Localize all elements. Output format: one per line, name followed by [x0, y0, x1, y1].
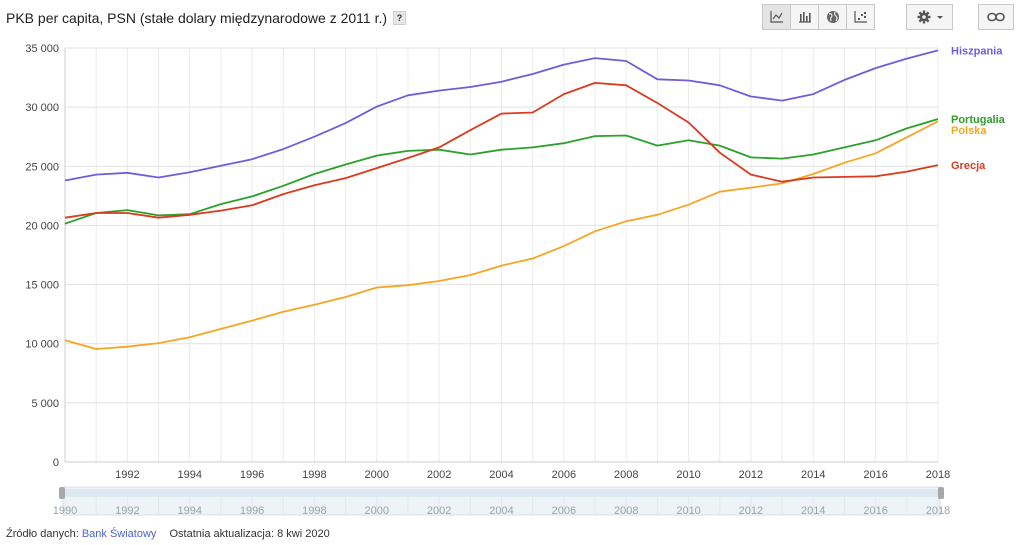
y-tick-label: 10 000	[25, 339, 59, 351]
x-tick-label: 2002	[427, 469, 451, 481]
x-tick-label: 2010	[676, 469, 700, 481]
series-line-portugalia[interactable]	[64, 118, 939, 225]
y-tick-label: 20 000	[25, 220, 59, 232]
x-tick-label: 2016	[863, 469, 887, 481]
series-label-hiszpania: Hiszpania	[951, 45, 1003, 57]
gear-icon	[917, 10, 943, 24]
source-link[interactable]: Bank Światowy	[81, 528, 157, 540]
chevron-down-icon	[936, 16, 943, 19]
range-slider-tick-label: 2016	[863, 505, 887, 517]
x-tick-label: 2006	[552, 469, 576, 481]
last-updated: Ostatnia aktualizacja: 8 kwi 2020	[169, 528, 330, 540]
help-icon[interactable]: ?	[393, 11, 407, 25]
footer: Źródło danych: Bank Światowy Ostatnia ak…	[6, 528, 330, 540]
scatter-icon	[853, 11, 867, 23]
range-slider-handle-end[interactable]	[938, 487, 944, 499]
range-slider-handle-start[interactable]	[59, 487, 65, 499]
y-tick-label: 0	[53, 457, 59, 469]
range-slider-tick-label: 1996	[240, 505, 264, 517]
bar-chart-icon	[798, 12, 811, 23]
y-tick-label: 15 000	[25, 280, 59, 292]
line-chart: 0 5 000 10 000 15 000 20 000 25 000 30 000 35 0…	[25, 43, 1006, 517]
range-slider-tick-label: 2014	[801, 505, 825, 517]
x-tick-label: 2012	[739, 469, 763, 481]
range-slider-tick-label: 1994	[177, 505, 201, 517]
page-title: PKB per capita, PSN (stałe dolary między…	[6, 10, 407, 26]
bar-chart-button[interactable]	[790, 4, 819, 30]
range-slider-tick-label: 2002	[427, 505, 451, 517]
x-tick-label: 1992	[115, 469, 139, 481]
source-label: Źródło danych:	[6, 528, 79, 540]
range-slider-tick-label: 2018	[926, 505, 950, 517]
series-label-grecja: Grecja	[951, 160, 986, 172]
y-tick-label: 30 000	[25, 102, 59, 114]
y-tick-label: 5 000	[31, 398, 59, 410]
range-slider-tick-label: 2004	[489, 505, 513, 517]
x-tick-label: 2008	[614, 469, 638, 481]
range-slider-tick-label: 2012	[739, 505, 763, 517]
series-label-polska: Polska	[951, 125, 987, 137]
x-tick-label: 2004	[489, 469, 513, 481]
range-slider-tick-label: 1992	[115, 505, 139, 517]
scatter-button[interactable]	[846, 4, 875, 30]
x-tick-label: 1994	[177, 469, 201, 481]
range-slider-tick-label: 1998	[302, 505, 326, 517]
range-slider-tick-label: 2006	[552, 505, 576, 517]
x-tick-label: 2000	[365, 469, 389, 481]
line-chart-icon	[769, 11, 783, 23]
x-tick-label: 1998	[302, 469, 326, 481]
x-tick-label: 1996	[240, 469, 264, 481]
y-tick-label: 25 000	[25, 161, 59, 173]
series-label-portugalia: Portugalia	[951, 114, 1006, 126]
range-slider-tick-label: 2008	[614, 505, 638, 517]
x-tick-label: 2018	[926, 469, 950, 481]
series-line-hiszpania[interactable]	[64, 49, 939, 182]
range-slider-tick-label: 1990	[53, 505, 77, 517]
link-icon	[987, 12, 1005, 22]
range-slider-tick-label: 2000	[365, 505, 389, 517]
series-line-grecja[interactable]	[64, 82, 939, 219]
range-slider-tick-label: 2010	[676, 505, 700, 517]
settings-button[interactable]	[906, 4, 953, 30]
globe-icon	[826, 11, 839, 23]
y-tick-label: 35 000	[25, 43, 59, 55]
range-slider-selection[interactable]	[65, 489, 938, 497]
x-tick-label: 2014	[801, 469, 825, 481]
link-button[interactable]	[978, 4, 1014, 30]
